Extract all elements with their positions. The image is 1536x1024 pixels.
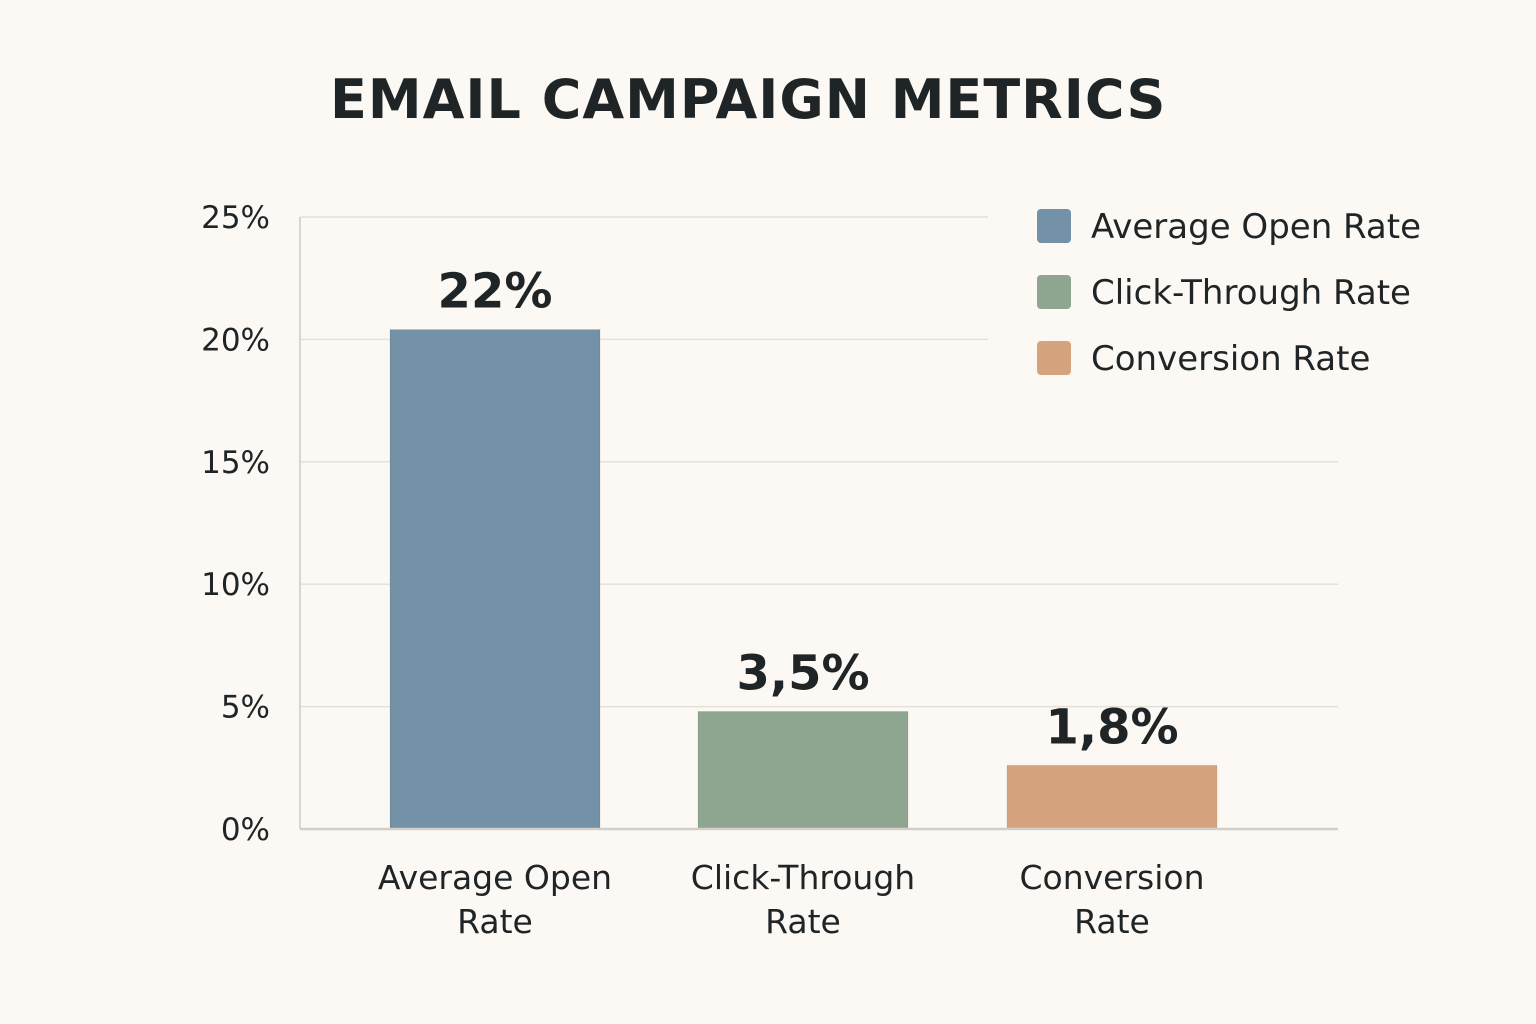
x-tick-label: Rate (457, 902, 533, 941)
legend-label: Conversion Rate (1091, 339, 1370, 379)
legend-swatch (1037, 209, 1071, 243)
bar (697, 710, 909, 830)
data-label: 3,5% (736, 645, 869, 701)
legend-swatch (1037, 275, 1071, 309)
x-tick-label: Click-Through (691, 858, 915, 897)
y-tick-label: 20% (201, 322, 270, 358)
data-label: 22% (438, 264, 553, 320)
chart-title: EMAIL CAMPAIGN METRICS (330, 68, 1167, 131)
x-tick-label: Rate (765, 902, 841, 941)
bar (1006, 764, 1218, 830)
y-tick-label: 25% (201, 200, 270, 236)
x-tick-label: Average Open (378, 858, 612, 897)
x-tick-label: Rate (1074, 902, 1150, 941)
data-label: 1,8% (1045, 699, 1178, 755)
y-tick-label: 0% (221, 812, 270, 848)
bar (389, 329, 601, 830)
y-tick-label: 10% (201, 567, 270, 603)
legend-label: Average Open Rate (1091, 207, 1421, 247)
legend-label: Click-Through Rate (1091, 273, 1411, 313)
x-tick-label: Conversion (1019, 858, 1204, 897)
y-tick-label: 5% (221, 690, 270, 726)
y-tick-label: 15% (201, 445, 270, 481)
legend-swatch (1037, 341, 1071, 375)
